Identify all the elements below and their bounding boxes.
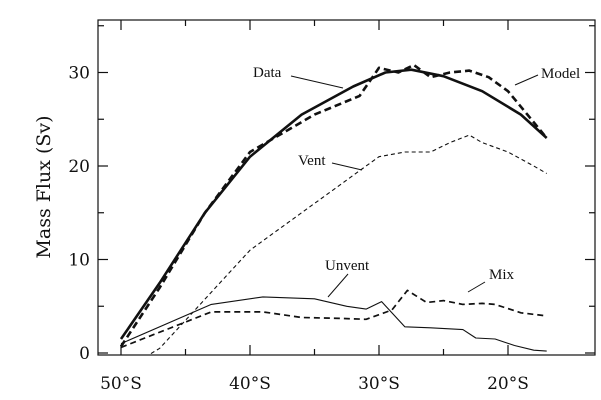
annotation-leader-data (290, 75, 344, 89)
annotation-label-model: Model (541, 66, 580, 82)
annotation-leader-model (514, 74, 539, 86)
series-line-mix (120, 289, 545, 349)
x-tick-label: 40°S (229, 374, 271, 394)
annotation-label-data: Data (253, 65, 282, 81)
annotation-label-mix: Mix (489, 267, 515, 283)
annotation-leader-mix (467, 281, 486, 293)
y-tick-label: 30 (68, 64, 90, 84)
x-tick-label: 20°S (487, 374, 529, 394)
ticks-layer: 50°S 40°S 30°S 20°S 0 10 20 30 (68, 20, 595, 394)
plot-frame (97, 19, 596, 356)
y-tick-label: 20 (68, 157, 90, 177)
series-layer (119, 63, 548, 355)
y-axis-title: Mass Flux (Sv) (33, 115, 55, 258)
series-line-data (119, 68, 548, 340)
series-line-vent (147, 134, 547, 355)
y-tick-label: 0 (79, 344, 90, 364)
annotation-label-unvent: Unvent (325, 258, 370, 274)
x-tick-label: 50°S (100, 374, 142, 394)
annotation-layer: Data Model Vent Unvent Mix (253, 65, 580, 298)
annotation-label-vent: Vent (298, 153, 326, 169)
series-line-model (119, 63, 548, 348)
annotation-leader-vent (331, 162, 363, 171)
series-line-unvent (120, 296, 547, 352)
x-tick-label: 30°S (358, 374, 400, 394)
y-tick-label: 10 (68, 251, 90, 271)
annotation-leader-unvent (327, 273, 349, 298)
